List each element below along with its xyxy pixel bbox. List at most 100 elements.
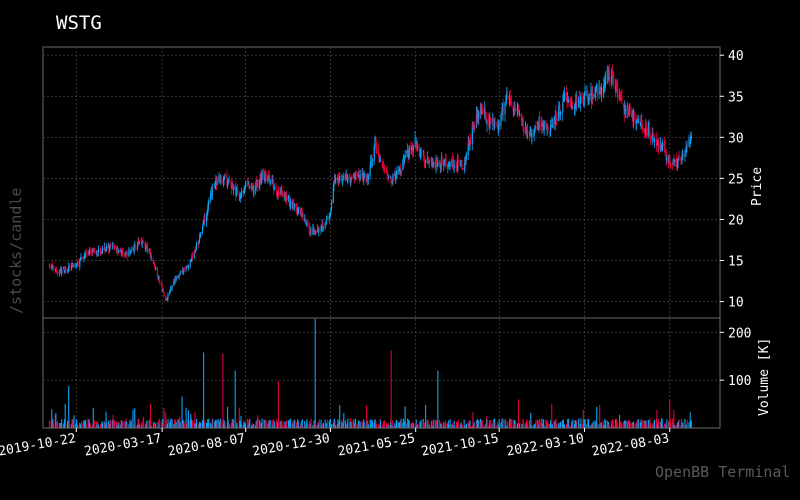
candle-body [358,177,361,180]
volume-bar [288,426,291,428]
candle-body [404,154,406,159]
candle-body [318,230,320,231]
volume-bar [618,414,621,428]
candle-body [226,184,229,186]
volume-bar [308,424,310,428]
volume-bar [509,418,511,428]
candle-body [329,212,331,215]
volume-bar [353,424,355,428]
candle-body [63,267,65,273]
volume-bar [496,424,498,428]
candle-body [681,157,683,161]
candle-body [85,252,87,256]
candle-body [389,176,392,177]
volume-bar [227,420,229,428]
candle-body [480,103,482,111]
volume-bar [383,426,385,428]
volume-bar [56,422,58,428]
candle-body [534,126,537,127]
volume-bar [93,420,95,428]
volume-bar [506,425,508,428]
volume-bar [353,419,355,428]
volume-bar [399,420,402,428]
volume-bar [619,421,621,428]
volume-bar [354,423,356,428]
volume-bar [494,422,496,428]
candle-body [635,119,638,124]
date-tick-label: 2020-08-07 [167,431,247,459]
volume-bar [616,419,618,428]
volume-bar [652,423,654,428]
volume-bar [517,423,519,428]
candle-body [489,118,491,128]
candle-body [592,95,594,97]
price-tick-label: 15 [728,255,744,270]
date-tick-label: 2019-10-22 [0,431,77,459]
volume-bar [132,424,135,428]
volume-bar [284,421,286,428]
candle-body [416,143,418,151]
candle-body [149,252,152,259]
candle-body [514,109,517,112]
volume-bar [608,424,610,428]
volume-bar [416,424,418,428]
candle-body [461,160,463,169]
volume-bar [218,419,220,428]
candle-body [588,93,590,100]
candle-body [292,202,295,206]
volume-bar [252,424,254,428]
volume-bar [104,425,107,428]
volume-bar [512,419,514,428]
candle-body [224,173,226,176]
candle-body [620,97,622,99]
candle-body [639,123,642,125]
volume-bar [120,420,122,428]
candle-body [187,266,190,267]
volume-bar [635,422,637,428]
volume-bar [668,422,670,428]
candle-body [350,177,353,181]
volume-bar [531,425,533,428]
volume-bar [253,423,255,428]
candle-body [514,106,516,110]
volume-bar [55,413,57,428]
candle-body [285,195,288,202]
candle-body [248,182,250,184]
volume-bar [576,420,578,428]
volume-bar [153,421,155,428]
candle-body [382,162,384,166]
candle-body [562,98,565,103]
candle-body [165,299,167,301]
candle-body [55,269,58,272]
volume-bar [419,425,421,428]
volume-bar [394,425,396,428]
candle-body [366,179,368,181]
volume-bar [516,423,518,428]
candle-body [639,120,641,124]
volume-bar [637,419,639,428]
volume-bar [316,425,319,428]
candle-body [600,87,603,98]
volume-bar [140,422,142,428]
volume-bar [435,423,437,428]
volume-bar [627,421,629,428]
volume-bar [52,419,54,428]
volume-bar [333,418,336,428]
volume-bar [197,424,199,428]
candle-body [175,276,177,281]
volume-bar [456,424,458,428]
volume-bar [396,420,398,428]
candle-body [644,132,646,134]
volume-bar [465,425,467,428]
volume-bar [359,420,361,428]
candle-body [248,183,250,189]
volume-bar [322,422,324,428]
candle-body [561,111,563,114]
volume-bar [296,424,298,428]
candle-body [284,193,286,195]
volume-bar [404,421,406,428]
candle-body [79,258,81,261]
volume-bar [317,421,319,428]
volume-bar [52,423,55,428]
volume-bar [64,419,66,428]
